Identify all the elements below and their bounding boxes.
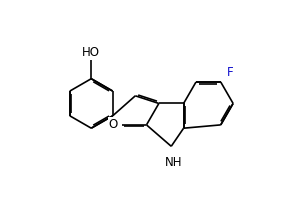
Text: O: O xyxy=(109,118,118,131)
Text: F: F xyxy=(227,66,234,79)
Text: NH: NH xyxy=(165,156,182,169)
Text: HO: HO xyxy=(82,46,100,59)
